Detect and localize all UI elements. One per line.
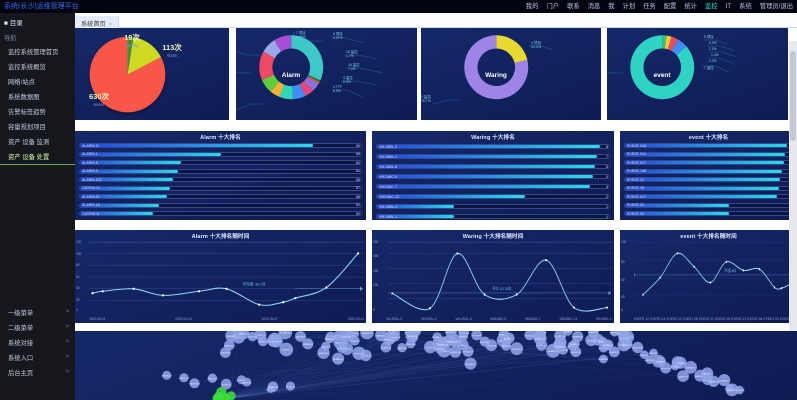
svg-text:ALARM-14: ALARM-14	[438, 343, 449, 346]
svg-text:ALARM-01: ALARM-01	[446, 331, 457, 334]
svg-text:7.0%: 7.0%	[348, 67, 356, 71]
svg-text:ALARM-01: ALARM-01	[609, 351, 620, 354]
svg-text:NODE-16: NODE-16	[342, 337, 352, 339]
svg-text:GATEW-09: GATEW-09	[407, 335, 418, 338]
svg-text:EVENT-13: EVENT-13	[463, 352, 473, 354]
svg-text:EVENT-08: EVENT-08	[487, 345, 497, 347]
svg-text:GATEW-04: GATEW-04	[303, 343, 314, 346]
svg-text:EVENT-18: EVENT-18	[537, 345, 547, 347]
svg-text:EVENT-08: EVENT-08	[406, 344, 416, 346]
svg-text:ALARM-01: ALARM-01	[381, 346, 392, 349]
svg-text:21.3%: 21.3%	[531, 45, 542, 49]
svg-text:GATEW-04: GATEW-04	[189, 383, 200, 386]
svg-text:1.0%: 1.0%	[709, 47, 717, 51]
svg-text:EVENT-08: EVENT-08	[661, 368, 671, 370]
svg-text:4.97%: 4.97%	[333, 36, 343, 40]
svg-text:event: event	[94, 102, 105, 107]
svg-text:1.4%: 1.4%	[711, 53, 719, 57]
svg-text:event: event	[654, 72, 672, 79]
svg-text:ALARM-19: ALARM-19	[319, 352, 330, 355]
svg-text:GATEW-09: GATEW-09	[563, 331, 574, 334]
svg-text:ALARM-07: ALARM-07	[504, 337, 515, 340]
svg-text:1.7%: 1.7%	[346, 54, 354, 58]
svg-text:Alarm: Alarm	[282, 72, 301, 79]
svg-text:EVENT-08: EVENT-08	[242, 382, 252, 384]
svg-text:NODE-11: NODE-11	[671, 366, 680, 368]
svg-text:EVENT-18: EVENT-18	[709, 382, 719, 384]
svg-text:Alarm: Alarm	[166, 53, 178, 58]
svg-text:EVENT-13: EVENT-13	[480, 342, 490, 344]
svg-text:7 监控: 7 监控	[704, 65, 714, 70]
svg-text:630次: 630次	[89, 91, 110, 101]
svg-text:GATEW-15: GATEW-15	[501, 345, 512, 348]
svg-text:0.9%: 0.9%	[709, 41, 717, 45]
svg-text:GATEW-15: GATEW-15	[238, 333, 249, 336]
svg-text:EVENT-08: EVENT-08	[391, 337, 401, 339]
svg-text:平均值: 65次: 平均值: 65次	[724, 267, 736, 273]
svg-text:ALARM-05: ALARM-05	[221, 352, 232, 355]
svg-text:ALARM-10: ALARM-10	[450, 351, 461, 354]
svg-text:ALARM-02: ALARM-02	[162, 375, 173, 378]
svg-text:ALARM-05: ALARM-05	[649, 352, 660, 355]
svg-text:ALARM-12: ALARM-12	[686, 367, 697, 370]
svg-text:ALARM-19: ALARM-19	[227, 335, 238, 338]
svg-text:5.9%: 5.9%	[343, 80, 351, 84]
svg-text:GATEW-15: GATEW-15	[362, 332, 373, 335]
svg-text:6.0%: 6.0%	[333, 89, 341, 93]
svg-text:EVENT-13: EVENT-13	[678, 376, 688, 378]
svg-text:ALARM-10: ALARM-10	[268, 386, 279, 389]
svg-text:ALARM-12: ALARM-12	[570, 343, 581, 346]
svg-text:Waring: Waring	[485, 72, 507, 79]
svg-text:EVENT-03: EVENT-03	[179, 378, 189, 380]
svg-text:NODE-11: NODE-11	[286, 386, 295, 388]
svg-text:ALARM-12: ALARM-12	[589, 331, 600, 334]
svg-text:EVENT-18: EVENT-18	[535, 339, 545, 341]
svg-text:5 项目: 5 项目	[704, 35, 714, 39]
svg-text:GATEW-20: GATEW-20	[619, 344, 630, 347]
svg-text:1.94%: 1.94%	[296, 35, 306, 39]
svg-text:平均: 117.28次: 平均: 117.28次	[492, 285, 512, 291]
svg-text:ALARM-10: ALARM-10	[573, 336, 584, 339]
svg-text:NODE-16: NODE-16	[248, 337, 258, 339]
svg-text:NODE-06: NODE-06	[222, 384, 232, 386]
svg-text:ALARM-01: ALARM-01	[599, 358, 610, 361]
svg-text:10 组件: 10 组件	[236, 98, 237, 103]
svg-text:EVENT-08: EVENT-08	[269, 341, 279, 343]
svg-text:78.7%: 78.7%	[421, 99, 432, 103]
svg-text:NODE-06: NODE-06	[282, 350, 292, 352]
svg-text:EVENT-18: EVENT-18	[256, 335, 266, 337]
svg-text:ALARM-07: ALARM-07	[466, 363, 477, 366]
svg-text:ALARM-17: ALARM-17	[719, 379, 730, 382]
svg-text:NODE-16: NODE-16	[587, 340, 597, 342]
svg-text:NODE-06: NODE-06	[472, 335, 482, 337]
svg-text:EVENT-03: EVENT-03	[512, 349, 522, 351]
svg-text:ALARM-05: ALARM-05	[296, 336, 307, 339]
svg-text:ALARM-05: ALARM-05	[555, 346, 566, 349]
svg-text:平均线: 46.7点: 平均线: 46.7点	[242, 281, 266, 286]
svg-text:GATEW-04: GATEW-04	[397, 347, 408, 350]
svg-text:ALARM-17: ALARM-17	[321, 345, 332, 348]
svg-text:113次: 113次	[162, 42, 182, 52]
svg-text:ALARM-01: ALARM-01	[727, 389, 738, 392]
svg-text:ALARM-12: ALARM-12	[325, 338, 336, 341]
svg-text:ALARM-05: ALARM-05	[208, 377, 219, 380]
svg-text:EVENT-13: EVENT-13	[354, 354, 364, 356]
svg-text:ALARM-14: ALARM-14	[571, 351, 582, 354]
svg-text:2.2%: 2.2%	[709, 59, 717, 63]
svg-text:ALARM-19: ALARM-19	[603, 344, 614, 347]
svg-text:ALARM-19: ALARM-19	[448, 341, 459, 344]
svg-text:GATEW-20: GATEW-20	[610, 331, 621, 334]
svg-text:EVENT-13: EVENT-13	[337, 348, 347, 350]
svg-text:NODE-11: NODE-11	[459, 337, 468, 339]
svg-text:ALARM-02: ALARM-02	[280, 332, 291, 335]
svg-text:19次: 19次	[124, 32, 140, 42]
svg-text:Waring: Waring	[125, 43, 139, 48]
svg-text:ALARM-02: ALARM-02	[633, 347, 644, 350]
svg-text:ALARM-10: ALARM-10	[224, 344, 235, 347]
svg-text:ALARM-05: ALARM-05	[333, 358, 344, 361]
